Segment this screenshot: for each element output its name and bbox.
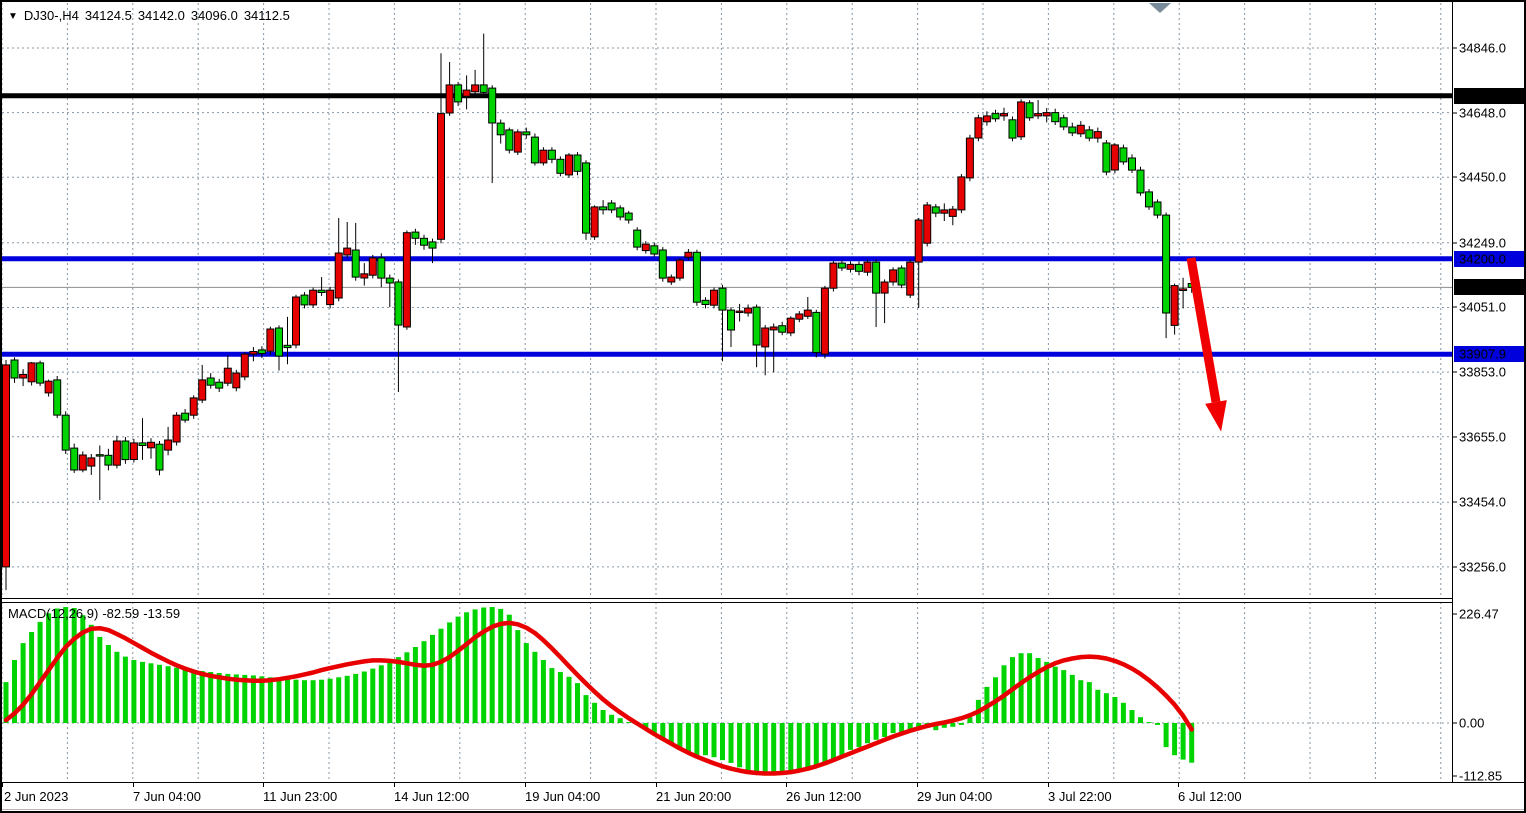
time-tick-label: 14 Jun 12:00 [394, 789, 469, 804]
time-tick-label: 3 Jul 22:00 [1048, 789, 1112, 804]
macd-tick-label: 0.00 [1459, 716, 1484, 731]
macd-tick-label: -112.85 [1459, 769, 1502, 784]
time-tick-label: 29 Jun 04:00 [917, 789, 992, 804]
macd-signal-line [3, 620, 1194, 776]
price-badge-label: 33907.9 [1459, 347, 1506, 362]
panel-borders [2, 2, 1524, 783]
symbol-period-label: DJ30-,H4 [23, 8, 79, 23]
price-axis[interactable]: 34846.0 34648.0 34450.0 34249.0 34051.0 33853… [1452, 41, 1524, 575]
ohlc-close: 34112.5 [243, 8, 290, 23]
macd-signal-value: -13.59 [143, 606, 181, 621]
price-tick-label: 34249.0 [1459, 236, 1506, 251]
trend-arrow[interactable] [1186, 257, 1227, 432]
price-tick-label: 34450.0 [1459, 170, 1506, 185]
macd-name: MACD(12,26,9) [8, 606, 99, 621]
time-tick-label: 11 Jun 23:00 [263, 789, 337, 804]
macd-value: -82.59 [102, 606, 140, 621]
price-badge-label: 34700.0 [1459, 89, 1506, 104]
price-tick-label: 33256.0 [1459, 560, 1506, 575]
time-tick-label: 6 Jul 12:00 [1178, 789, 1242, 804]
price-tick-label: 34648.0 [1459, 106, 1506, 121]
triangle-down-icon: ▼ [8, 11, 18, 22]
ohlc-open: 34124.5 [84, 8, 132, 23]
price-tick-label: 33454.0 [1459, 495, 1506, 510]
price-badge-label: 34200.0 [1459, 252, 1506, 267]
macd-tick-label: 226.47 [1459, 607, 1499, 622]
price-badge [1454, 251, 1524, 267]
shift-marker-icon[interactable] [1149, 3, 1171, 13]
price-badge [1454, 279, 1524, 295]
price-tick-label: 34051.0 [1459, 300, 1506, 315]
ohlc-high: 34142.0 [137, 8, 185, 23]
ohlc-low: 34096.0 [190, 8, 238, 23]
candles-layer [2, 33, 1196, 591]
time-tick-label: 21 Jun 20:00 [656, 789, 731, 804]
time-tick-label: 7 Jun 04:00 [133, 789, 201, 804]
price-badge [1454, 88, 1524, 104]
macd-axis[interactable]: 226.47 0.00 -112.85 [1452, 607, 1502, 784]
price-badge [1454, 346, 1524, 362]
symbol-readout: ▼ DJ30-,H4 34124.5 34142.0 34096.0 34112.5 [8, 8, 290, 23]
time-axis[interactable]: 2 Jun 2023 7 Jun 04:00 11 Jun 23:00 14 Jun … [2, 782, 1242, 804]
price-tick-label: 33853.0 [1459, 365, 1506, 380]
time-tick-label: 26 Jun 12:00 [786, 789, 861, 804]
price-tick-label: 34846.0 [1459, 41, 1506, 56]
price-badge-label: 34112.5 [1459, 280, 1505, 295]
macd-indicator-label: MACD(12,26,9) -82.59 -13.59 [8, 606, 184, 621]
time-tick-label: 2 Jun 2023 [4, 789, 68, 804]
macd-histogram [3, 607, 1195, 773]
time-tick-label: 19 Jun 04:00 [525, 789, 600, 804]
price-tick-label: 33655.0 [1459, 430, 1506, 445]
